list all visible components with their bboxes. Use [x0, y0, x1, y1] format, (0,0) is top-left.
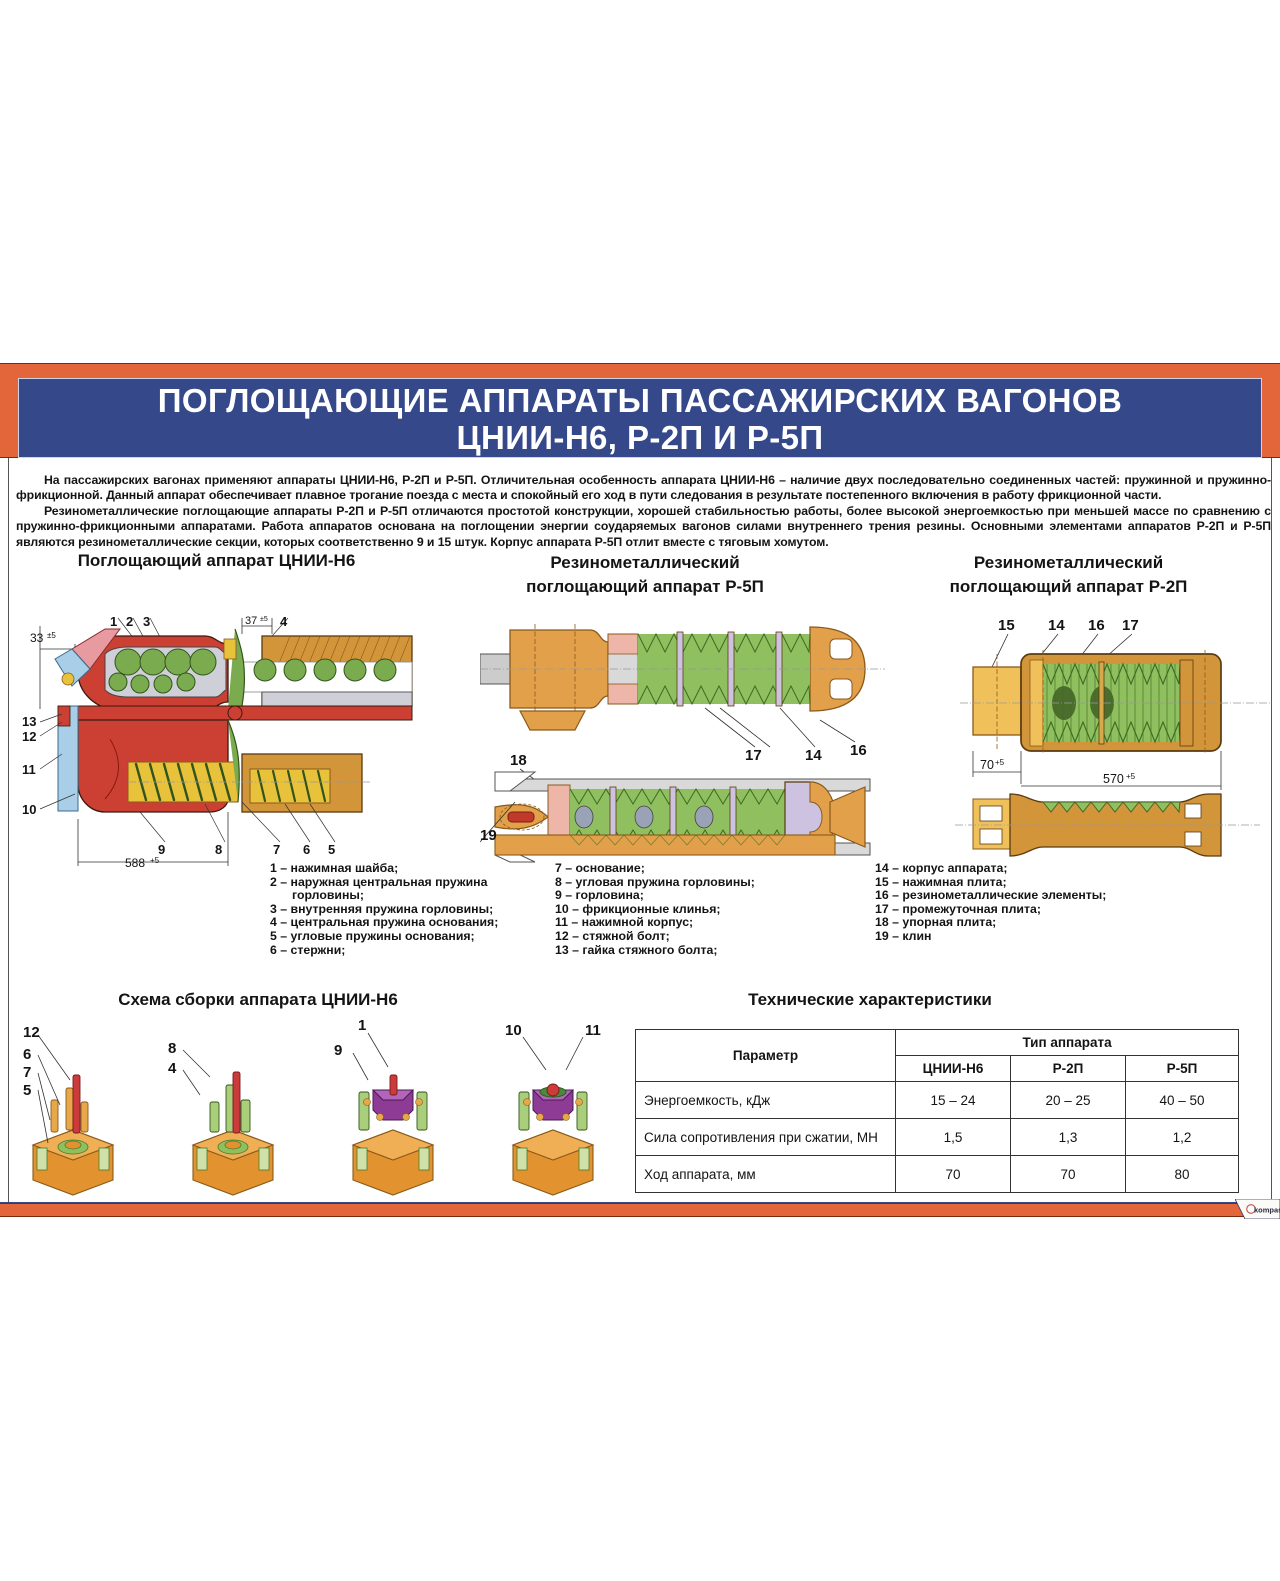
svg-text:16: 16 — [850, 742, 867, 759]
svg-text:12: 12 — [23, 1024, 40, 1041]
svg-text:11: 11 — [585, 1022, 601, 1039]
svg-text:588: 588 — [125, 856, 145, 868]
svg-text:14: 14 — [805, 747, 822, 764]
svg-text:±5: ±5 — [260, 616, 268, 623]
svg-text:6: 6 — [303, 842, 310, 857]
svg-text:4: 4 — [168, 1060, 177, 1077]
svg-text:9: 9 — [158, 842, 165, 857]
svg-text:5: 5 — [23, 1082, 31, 1099]
svg-text:4: 4 — [280, 614, 288, 629]
svg-text:+5: +5 — [150, 856, 160, 865]
svg-text:11: 11 — [22, 762, 36, 777]
svg-text:+5: +5 — [995, 758, 1005, 767]
svg-text:19: 19 — [480, 827, 497, 844]
svg-text:10: 10 — [505, 1022, 522, 1039]
svg-text:6: 6 — [23, 1046, 31, 1063]
svg-text:13: 13 — [22, 714, 36, 729]
svg-text:±5: ±5 — [47, 631, 56, 640]
svg-text:7: 7 — [23, 1064, 31, 1081]
svg-text:10: 10 — [22, 802, 36, 817]
svg-text:17: 17 — [1122, 617, 1139, 634]
svg-text:37: 37 — [245, 615, 257, 627]
svg-text:570: 570 — [1103, 772, 1124, 786]
svg-text:2: 2 — [126, 614, 133, 629]
svg-text:8: 8 — [215, 842, 222, 857]
svg-text:kompas: kompas — [1254, 1206, 1280, 1215]
svg-text:1: 1 — [358, 1017, 366, 1034]
svg-text:1: 1 — [110, 614, 117, 629]
svg-text:7: 7 — [273, 842, 280, 857]
svg-text:+5: +5 — [1126, 772, 1136, 781]
svg-text:33: 33 — [30, 631, 44, 645]
svg-text:18: 18 — [510, 752, 527, 769]
svg-text:70: 70 — [980, 758, 994, 772]
svg-text:3: 3 — [143, 614, 150, 629]
svg-text:9: 9 — [334, 1042, 342, 1059]
svg-text:12: 12 — [22, 729, 36, 744]
svg-text:15: 15 — [998, 617, 1015, 634]
svg-text:5: 5 — [328, 842, 335, 857]
svg-text:16: 16 — [1088, 617, 1105, 634]
svg-text:14: 14 — [1048, 617, 1065, 634]
svg-text:17: 17 — [745, 747, 762, 764]
svg-text:8: 8 — [168, 1040, 176, 1057]
